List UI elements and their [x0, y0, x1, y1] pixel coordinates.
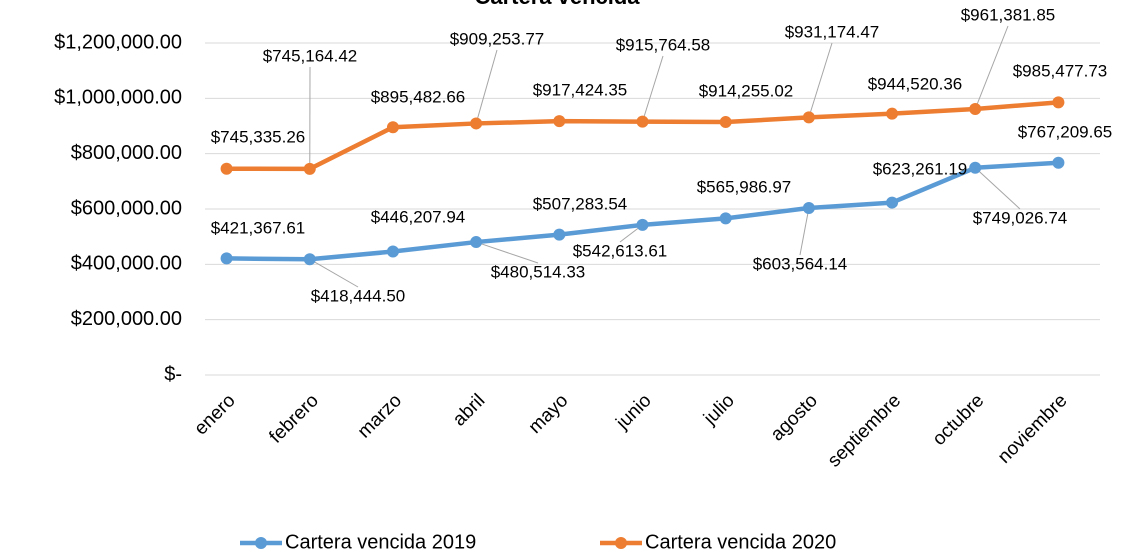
- data-label: $909,253.77: [450, 29, 545, 48]
- x-tick-label: noviembre: [994, 390, 1072, 468]
- marker: [802, 202, 815, 215]
- x-tick-label: enero: [190, 390, 239, 439]
- y-tick-label: $1,200,000.00: [54, 31, 182, 53]
- data-label: $917,424.35: [533, 80, 628, 99]
- marker: [636, 218, 649, 231]
- y-tick-label: $1,000,000.00: [54, 87, 182, 109]
- data-label: $931,174.47: [785, 22, 880, 41]
- x-tick-label: abril: [449, 390, 489, 430]
- data-label: $767,209.65: [1018, 122, 1113, 141]
- marker: [553, 228, 566, 241]
- data-label: $944,520.36: [868, 74, 963, 93]
- marker: [636, 115, 649, 128]
- marker: [1052, 96, 1065, 109]
- x-tick-label: septiembre: [824, 390, 905, 471]
- legend-label: Cartera vencida 2019: [285, 531, 476, 553]
- marker: [386, 245, 399, 258]
- marker: [886, 196, 899, 209]
- marker: [303, 162, 316, 175]
- y-tick-label: $600,000.00: [71, 197, 182, 219]
- data-label: $480,514.33: [491, 262, 586, 281]
- data-label: $542,613.61: [573, 241, 668, 260]
- data-label: $895,482.66: [371, 87, 466, 106]
- data-label: $623,261.19: [873, 159, 968, 178]
- leader-line: [808, 42, 833, 118]
- marker: [303, 253, 316, 266]
- x-tick-label: junio: [612, 390, 656, 434]
- leader-line: [642, 55, 664, 122]
- data-label: $749,026.74: [973, 208, 1068, 227]
- y-tick-label: $400,000.00: [71, 253, 182, 275]
- marker: [719, 116, 732, 129]
- leader-line: [475, 241, 539, 264]
- chart-title: Cartera vencida: [474, 0, 640, 9]
- x-tick-label: marzo: [354, 390, 406, 442]
- data-label: $985,477.73: [1013, 61, 1108, 80]
- marker: [802, 111, 815, 124]
- marker: [886, 107, 899, 120]
- marker: [1052, 156, 1065, 169]
- marker: [719, 212, 732, 225]
- data-label: $915,764.58: [616, 35, 711, 54]
- legend-marker: [255, 537, 267, 549]
- leader-line: [309, 258, 359, 288]
- legend-label: Cartera vencida 2020: [645, 531, 836, 553]
- data-label: $418,444.50: [311, 286, 406, 305]
- x-tick-label: mayo: [525, 390, 573, 438]
- data-label: $745,164.42: [263, 46, 358, 65]
- marker: [969, 161, 982, 174]
- marker: [470, 117, 483, 130]
- data-label: $961,381.85: [961, 5, 1056, 24]
- data-label: $745,335.26: [211, 127, 306, 146]
- x-tick-label: agosto: [767, 390, 822, 445]
- leader-line: [475, 49, 498, 124]
- leader-line: [974, 167, 1021, 210]
- data-label: $446,207.94: [371, 207, 466, 226]
- x-tick-label: febrero: [265, 390, 322, 447]
- leader-line: [974, 25, 1009, 110]
- data-label: $914,255.02: [699, 81, 794, 100]
- marker: [220, 162, 233, 175]
- y-tick-label: $200,000.00: [71, 308, 182, 330]
- y-tick-label: $-: [164, 363, 182, 385]
- data-label: $603,564.14: [753, 254, 848, 273]
- marker: [969, 103, 982, 116]
- x-tick-label: julio: [699, 390, 738, 429]
- data-label: $507,283.54: [533, 194, 628, 213]
- marker: [470, 236, 483, 249]
- marker: [553, 115, 566, 128]
- marker: [220, 252, 233, 265]
- marker: [386, 121, 399, 134]
- y-tick-label: $800,000.00: [71, 142, 182, 164]
- x-tick-label: octubre: [929, 390, 989, 450]
- data-label: $565,986.97: [697, 177, 792, 196]
- leader-line: [799, 207, 810, 256]
- legend-marker: [615, 537, 627, 549]
- data-label: $421,367.61: [211, 218, 306, 237]
